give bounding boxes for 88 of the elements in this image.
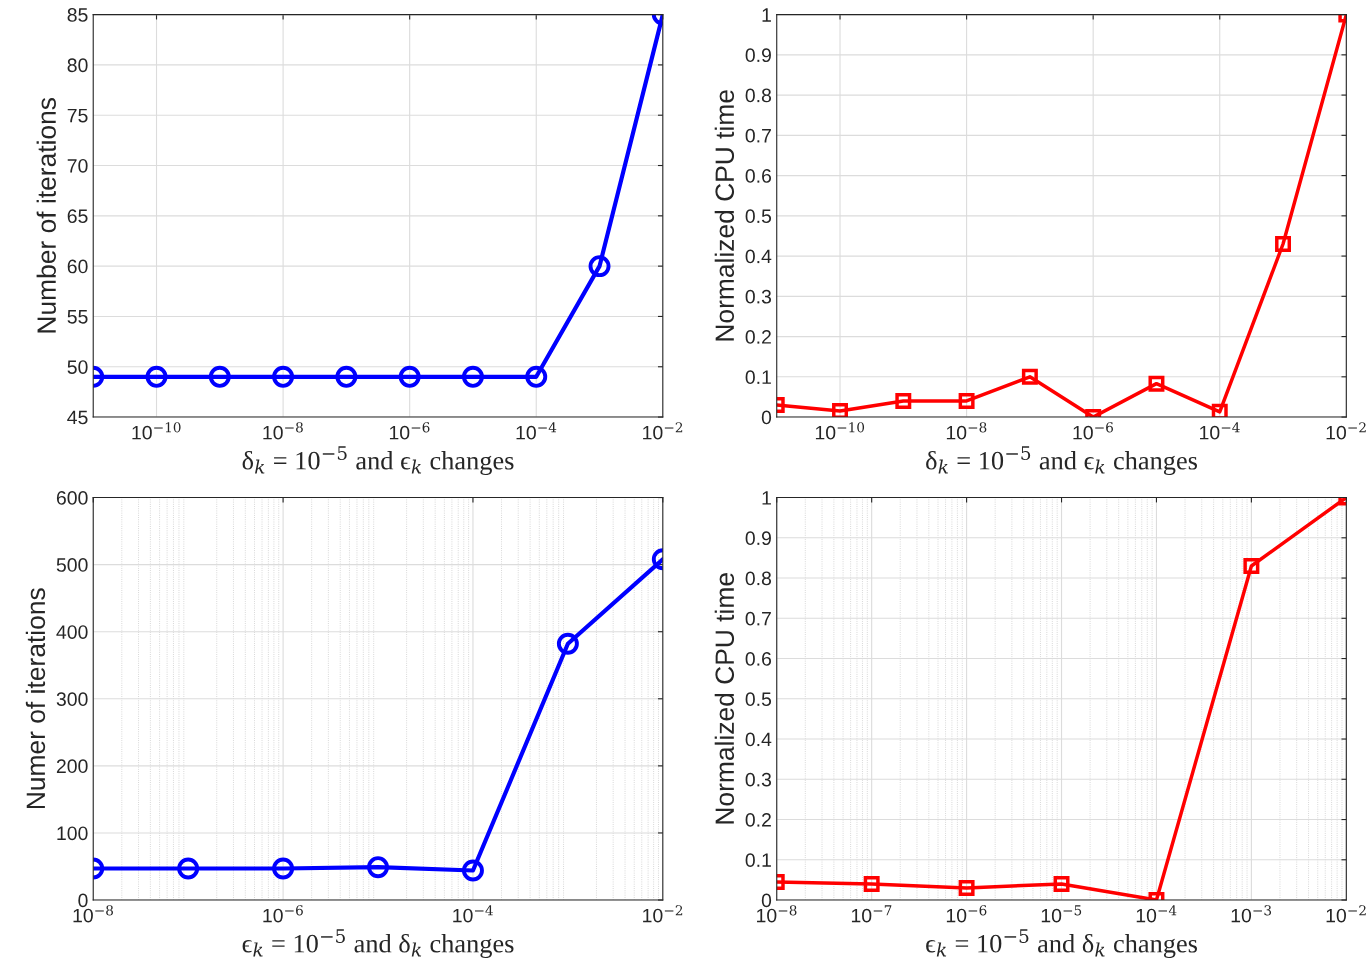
y-tick-label: 0.3 [745,289,772,304]
y-tick-label: 0.7 [745,611,771,626]
y-tick-label: 600 [56,491,88,505]
point [1053,875,1070,892]
x-tick-label: 10$^{−8}$ [946,422,987,440]
y-axis-title: Numer of iterations [25,588,46,809]
y-tick-label: 300 [56,692,88,707]
x-axis-title: δ$_{k}$ = 10$^{−5}$ and ϵ$_{k}$ changes [242,446,514,476]
x-tick-label: 10$^{−10}$ [815,422,865,440]
point [1021,368,1038,385]
x-tick-label: 10$^{−6}$ [389,422,430,440]
y-tick-label: 0.8 [745,88,772,103]
y-tick-label: 0 [761,410,772,425]
y-tick-label: 0.1 [745,853,771,868]
x-tick-label: 10$^{−6}$ [946,905,987,923]
y-tick-label: 55 [67,310,88,324]
y-tick-label: 0 [78,893,88,908]
point [588,255,611,278]
y-tick-label: 100 [57,826,88,841]
x-tick-label: 10$^{−4}$ [1200,422,1240,440]
point [367,856,389,879]
x-tick-label: 10$^{−8}$ [263,422,303,440]
y-tick-label: 75 [67,108,88,123]
point [398,365,421,388]
y-tick-label: 0.6 [745,652,772,666]
x-tick-label: 10$^{−4}$ [1136,905,1177,923]
point [1211,403,1228,418]
point [832,403,849,418]
y-axis-title: Normalized CPU time [714,90,735,341]
y-axis-title: Normalized CPU time [714,573,735,824]
point [1275,236,1292,252]
line-series [776,14,1347,418]
y-tick-label: 0.5 [745,692,772,707]
point [208,365,231,388]
point [1148,375,1165,392]
y-tick-label: 400 [56,625,88,639]
y-tick-label: 0.4 [745,732,772,747]
point [461,365,484,388]
y-tick-label: 0.8 [745,571,772,586]
y-tick-label: 200 [56,759,88,774]
point [272,365,295,388]
x-tick-label: 10$^{−6}$ [263,905,303,923]
y-tick-label: 0.1 [745,370,771,385]
point [335,365,358,388]
y-tick-label: 0.5 [745,209,772,224]
y-tick-label: 50 [67,360,88,374]
y-tick-label: 0.6 [745,169,772,183]
y-tick-label: 500 [56,558,88,572]
x-tick-label: 10$^{−2}$ [643,905,683,923]
point [525,365,548,388]
y-tick-label: 80 [67,58,88,73]
y-tick-label: 0.3 [745,772,772,787]
point [863,875,880,892]
y-tick-label: 60 [67,259,88,274]
y-tick-label: 85 [67,8,88,22]
point [958,392,975,409]
point [895,392,912,409]
x-axis-title: δ$_{k}$ = 10$^{−5}$ and ϵ$_{k}$ changes [926,446,1197,476]
point [272,857,295,880]
x-tick-label: 10$^{−10}$ [132,422,181,440]
y-tick-label: 0.7 [745,128,771,143]
x-tick-label: 10$^{−3}$ [1231,905,1272,923]
x-tick-label: 10$^{−6}$ [1073,422,1113,440]
y-tick-label: 0.9 [745,48,771,63]
point [958,879,975,896]
y-tick-label: 45 [67,410,88,425]
y-tick-label: 0.9 [745,531,771,546]
x-tick-label: 10$^{−2}$ [1326,422,1366,440]
point [461,859,484,882]
y-tick-label: 70 [67,158,88,173]
y-tick-label: 0.4 [745,249,772,264]
line-series [776,497,1347,901]
y-tick-label: 0 [761,893,772,908]
y-tick-label: 1 [762,491,771,505]
y-tick-label: 0.2 [745,330,771,344]
x-tick-label: 10$^{−2}$ [1326,905,1366,923]
x-tick-label: 10$^{−2}$ [643,422,683,440]
x-axis-title: ϵ$_{k}$ = 10$^{−5}$ and δ$_{k}$ changes [242,929,514,959]
y-axis-title: Number of iterations [36,97,56,333]
x-tick-label: 10$^{−7}$ [851,905,892,923]
x-axis-title: ϵ$_{k}$ = 10$^{−5}$ and δ$_{k}$ changes [926,929,1197,959]
x-tick-label: 10$^{−4}$ [516,422,557,440]
x-tick-label: 10$^{−4}$ [453,905,493,923]
y-tick-label: 1 [762,8,771,22]
y-tick-label: 65 [67,209,88,224]
y-tick-label: 0.2 [745,813,771,827]
x-tick-label: 10$^{−5}$ [1041,905,1082,923]
point [145,365,168,388]
